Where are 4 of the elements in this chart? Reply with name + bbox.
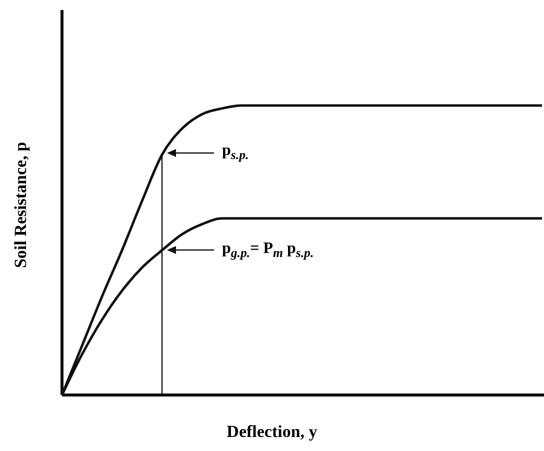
y-axis-title: Soil Resistance, p: [11, 142, 31, 268]
annotation: p$_{g.p.}$= P$_{m}$ p$_{s.p.}$: [222, 240, 314, 260]
annotation: p$_{s.p.}$: [222, 142, 249, 162]
x-axis-title: Deflection, y: [226, 422, 318, 442]
